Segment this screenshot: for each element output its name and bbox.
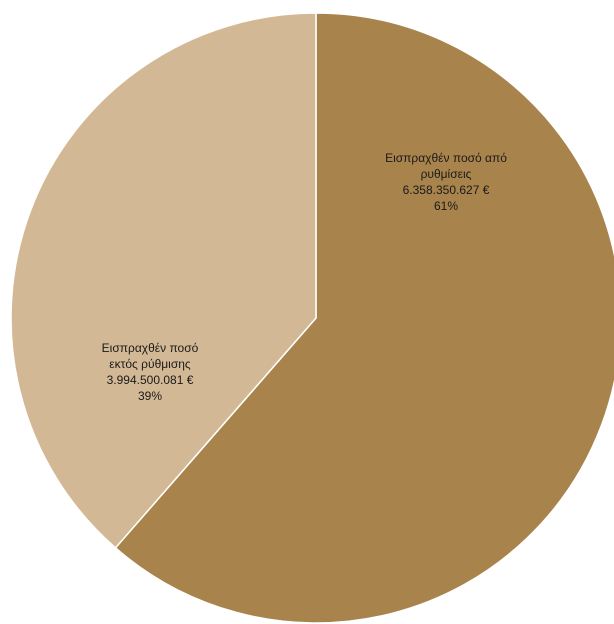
pie-slice-label-line: Εισπραχθέν ποσό από <box>385 151 507 165</box>
pie-slice-label-line: εκτός ρύθμισης <box>109 357 191 371</box>
pie-labels: Εισπραχθέν ποσό από ρυθμίσεις 6.358.350.62… <box>102 151 508 403</box>
pie-slice-1 <box>10 12 317 549</box>
pie-slice-label-line: 61% <box>434 199 458 213</box>
pie-slice-0 <box>114 12 614 624</box>
pie-slice-label-line: 6.358.350.627 € <box>403 183 490 197</box>
pie-slice-label-line: Εισπραχθέν ποσό <box>102 341 199 355</box>
pie-slice-label-1: Εισπραχθέν ποσό εκτός ρύθμισης 3.994.500.0… <box>102 341 199 403</box>
pie-slice-label-line: ρυθμίσεις <box>421 167 472 181</box>
pie-slice-label-line: 3.994.500.081 € <box>107 373 194 387</box>
pie-slice-label-0: Εισπραχθέν ποσό από ρυθμίσεις 6.358.350.62… <box>385 151 507 213</box>
pie-slice-label-line: 39% <box>138 389 162 403</box>
pie-slices <box>10 12 614 624</box>
